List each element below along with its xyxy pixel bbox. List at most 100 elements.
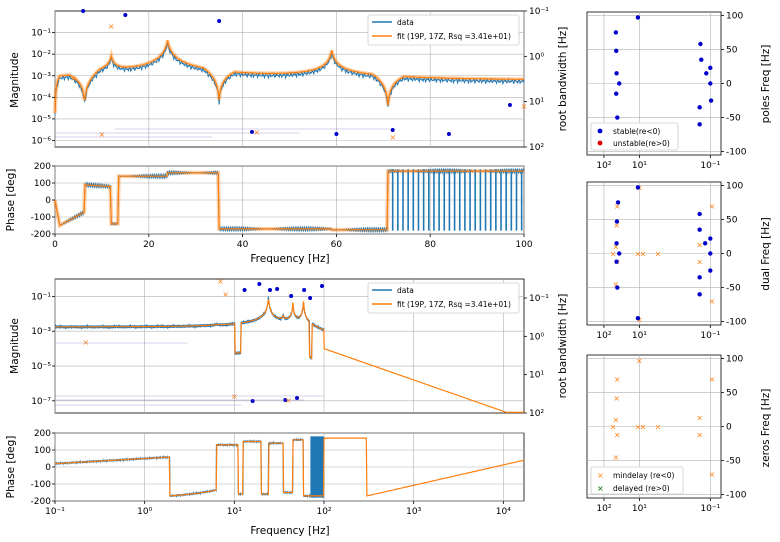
y-tick-label: 0 — [45, 196, 51, 206]
mindelay-point: × — [610, 423, 617, 432]
stable-point — [614, 48, 619, 54]
stable-point — [617, 251, 622, 256]
root-marker — [289, 294, 294, 298]
legend-fit-label-bottom: fit (19P, 17Z, Rsq =3.41e+01) — [397, 300, 511, 309]
legend-poles: stable(re<0) unstable(re>0) — [590, 122, 679, 151]
x-tick-label: 10⁻¹ — [700, 504, 720, 514]
y2-tick-label: 10⁰ — [529, 52, 544, 62]
y-tick-label: -100 — [726, 318, 747, 328]
stable-point — [708, 65, 713, 71]
stable-point — [704, 71, 709, 76]
poles-ticks: 10² 10¹ 10⁻¹ -100 -50 0 50 100 — [596, 11, 746, 171]
log-phase-grid — [54, 432, 524, 502]
x-tick-label: 10⁻¹ — [700, 331, 720, 341]
root-marker — [275, 287, 280, 291]
y-tick-label: 200 — [34, 429, 51, 439]
root-marker — [268, 288, 273, 292]
legend-fit-label: fit (19P, 17Z, Rsq =3.41e+01) — [397, 32, 511, 41]
stable-point — [702, 241, 708, 246]
x-tick-label: 10⁻¹ — [700, 161, 720, 171]
x-tick-label: 10⁴ — [496, 507, 511, 517]
linear-phase-marks — [53, 167, 525, 234]
root-marker — [390, 128, 395, 132]
linear-magnitude-marks: × × × × × × — [53, 9, 527, 142]
root-marker — [81, 9, 86, 13]
zeros-point: × — [709, 297, 716, 306]
stable-point — [708, 236, 713, 241]
mindelay-point: × — [613, 394, 620, 403]
stable-point — [697, 292, 702, 297]
root-marker — [257, 282, 262, 286]
poles-freq-axis-label: poles Freq [Hz] — [760, 45, 772, 124]
root-marker — [446, 132, 451, 136]
y2-tick-label: 10⁰ — [529, 332, 544, 342]
y-tick-label: -200 — [31, 230, 52, 240]
stable-point — [697, 122, 702, 127]
zeros-point: × — [635, 250, 642, 259]
y-tick-label: 0 — [726, 250, 732, 260]
root-marker — [302, 288, 307, 292]
x-tick-label: 10¹ — [227, 507, 242, 517]
stable-point — [697, 275, 702, 280]
y-tick-label: 10⁻³ — [31, 327, 51, 337]
y-tick-label: 0 — [726, 423, 732, 433]
y-tick-label: 50 — [726, 388, 738, 398]
zero-marker: × — [82, 338, 89, 347]
zeros-marks: ××××××××× ××××× — [610, 356, 716, 479]
zeros-ticks: 10² 10¹ 10⁻¹ -100 -50 0 50 100 — [596, 354, 746, 514]
y2-tick-label: 10⁻¹ — [529, 7, 549, 17]
y-tick-label: -50 — [726, 284, 741, 294]
zero-marker: × — [99, 130, 106, 139]
root-marker — [242, 288, 247, 292]
y-tick-label: 10⁻⁵ — [31, 362, 51, 372]
stable-point — [614, 71, 619, 76]
mindelay-point: × — [613, 416, 620, 425]
x-tick-label: 40 — [237, 240, 249, 250]
stable-point — [613, 30, 619, 35]
y-tick-label: 100 — [726, 181, 743, 191]
stable-point — [708, 98, 714, 103]
mindelay-point: × — [635, 423, 642, 432]
legend-bottom: data fit (19P, 17Z, Rsq =3.41e+01) — [367, 282, 520, 314]
legend-delayed-label: delayed (re>0) — [613, 484, 670, 493]
phase-axis-label-bottom: Phase [deg] — [5, 436, 17, 499]
mindelay-point: × — [709, 375, 716, 384]
stable-point — [615, 285, 620, 290]
linear-magnitude-panel: ×× ×××× 10⁻⁶10⁻⁵10⁻⁴10⁻³10⁻²10⁻¹10⁻¹10⁰10… — [9, 7, 569, 153]
root-marker — [217, 19, 222, 23]
zeros-point: × — [610, 250, 617, 259]
y-tick-label: 10⁻³ — [31, 72, 51, 82]
zeros-point: × — [614, 202, 621, 211]
log-phase-ticks: 10⁻¹ 10⁰ 10¹ 10² 10³ 10⁴ -200 -100 0 100 200 — [31, 429, 512, 517]
stable-point — [614, 91, 619, 96]
y-tick-label: 50 — [726, 45, 738, 55]
stable-point — [635, 15, 641, 20]
stable-point — [635, 185, 641, 190]
zero-marker: × — [222, 290, 229, 299]
y-tick-label: 10⁻¹ — [31, 292, 51, 302]
zeros-point: × — [613, 221, 620, 230]
fit-line — [54, 40, 524, 114]
legend-stable-label: stable(re<0) — [613, 127, 660, 136]
zeros-point: × — [639, 250, 646, 259]
x-tick-label: 60 — [331, 240, 343, 250]
mindelay-point: × — [696, 414, 703, 423]
root-bandwidth-axis-label-bottom: root bandwidth [Hz] — [557, 294, 569, 399]
y2-tick-label: 10¹ — [529, 371, 544, 381]
stable-point — [614, 241, 619, 246]
dual-ticks: 10² 10¹ 10⁻¹ -100 -50 0 50 100 — [596, 181, 746, 341]
zeros-freq-axis-label: zeros Freq [Hz] — [760, 389, 772, 468]
frequency-axis-label-bottom: Frequency [Hz] — [250, 525, 329, 537]
zeros-point: × — [613, 243, 620, 252]
dual-marks: ××××××××××××××× — [610, 183, 716, 324]
y-tick-label: 10⁻¹ — [31, 29, 51, 39]
mindelay-point: × — [636, 356, 643, 365]
x-tick-label: 10³ — [406, 507, 421, 517]
linear-phase-grid — [54, 165, 525, 235]
x-tick-label: 0 — [52, 240, 58, 250]
y2-tick-label: 10⁻¹ — [529, 294, 549, 304]
svg-text:×: × — [597, 471, 604, 480]
frequency-axis-label-top: Frequency [Hz] — [250, 253, 329, 265]
